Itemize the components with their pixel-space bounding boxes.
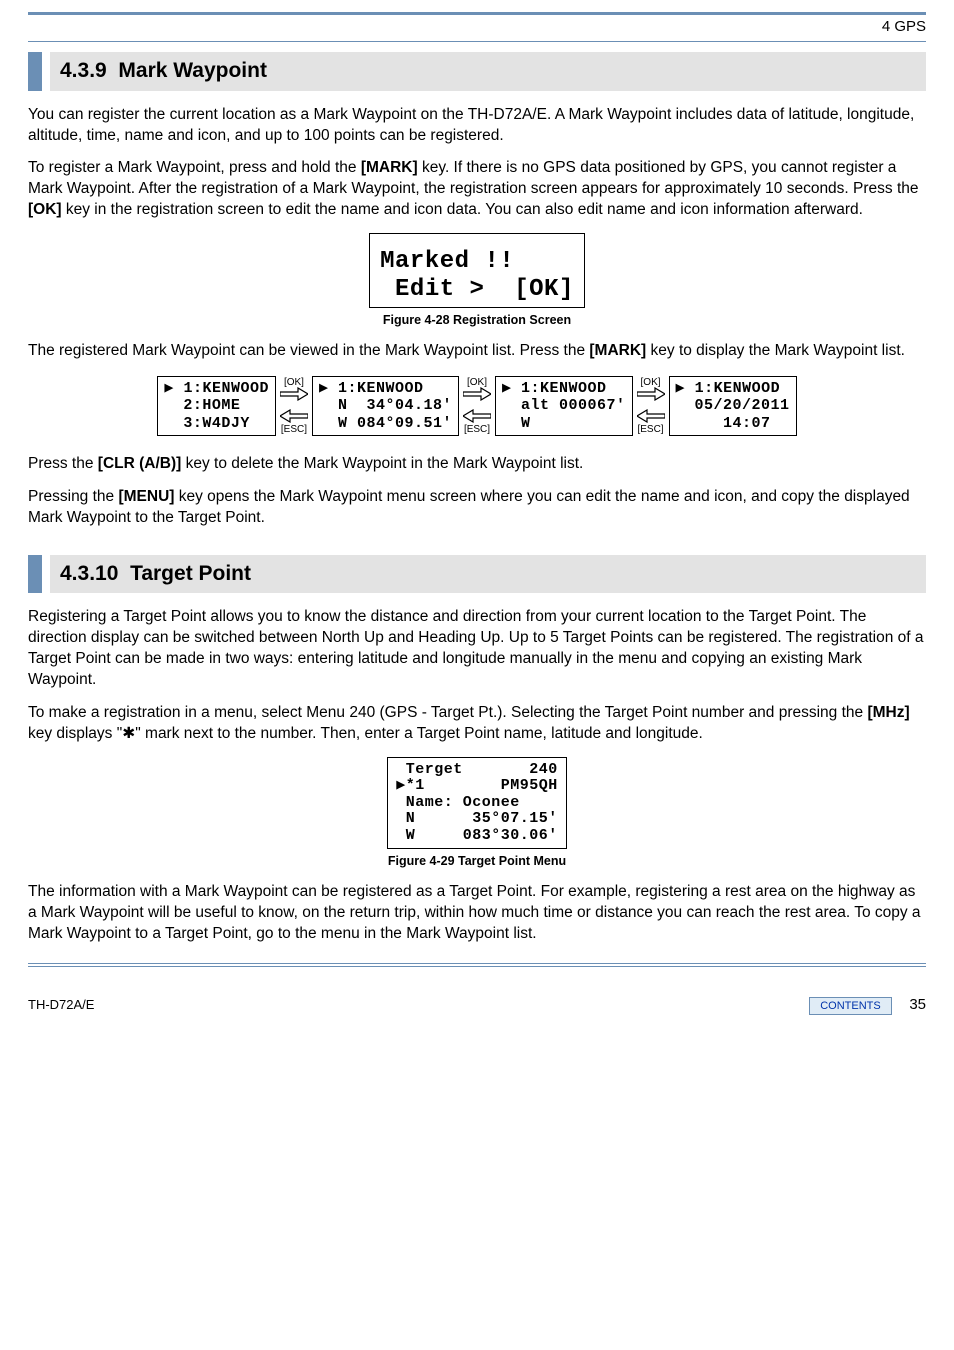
lcd-list-1: ▶ 1:KENWOOD 2:HOME 3:W4DJY xyxy=(157,376,276,436)
s1-para4: Press the [CLR (A/B)] key to delete the … xyxy=(28,454,926,475)
text: key to delete the Mark Waypoint in the M… xyxy=(181,455,583,472)
text: key in the registration screen to edit t… xyxy=(62,201,863,218)
s2-para2: To make a registration in a menu, select… xyxy=(28,703,926,745)
page-number: 35 xyxy=(909,996,926,1013)
text: To register a Mark Waypoint, press and h… xyxy=(28,159,361,176)
text: Pressing the xyxy=(28,488,118,505)
waypoint-nav-row: ▶ 1:KENWOOD 2:HOME 3:W4DJY [OK] [ESC] ▶ … xyxy=(28,376,926,436)
arrow-right-icon xyxy=(463,387,491,403)
lcd-list-2: ▶ 1:KENWOOD N 34°04.18' W 084°09.51' xyxy=(312,376,459,436)
s2-para1: Registering a Target Point allows you to… xyxy=(28,607,926,691)
arrow-left-icon xyxy=(637,409,665,425)
lcd-line: ▶ 1:KENWOOD xyxy=(319,380,424,397)
footer-rule-1 xyxy=(28,963,926,964)
section-number: 4.3.10 xyxy=(60,562,118,585)
page-header-right: 4 GPS xyxy=(28,17,926,37)
lcd-line: alt 000067' xyxy=(502,397,626,414)
lcd-registration: Marked !! Edit > [OK] xyxy=(369,233,585,308)
ok-label: [OK] xyxy=(284,378,304,387)
section-number: 4.3.9 xyxy=(60,59,107,82)
lcd-line: ▶*1 PM95QH xyxy=(396,777,558,794)
lcd-line: Edit > [OK] xyxy=(380,276,574,303)
lcd-list-4: ▶ 1:KENWOOD 05/20/2011 14:07 xyxy=(669,376,797,436)
text: The registered Mark Waypoint can be view… xyxy=(28,342,589,359)
lcd-line: Terget 240 xyxy=(396,761,558,778)
lcd-line: ▶ 1:KENWOOD xyxy=(502,380,607,397)
section-name: Target Point xyxy=(130,562,251,585)
lcd-line: W 084°09.51' xyxy=(319,415,452,432)
esc-label: [ESC] xyxy=(281,425,307,434)
esc-label: [ESC] xyxy=(637,425,663,434)
lcd-target-menu: Terget 240 ▶*1 PM95QH Name: Oconee N 35°… xyxy=(387,757,567,850)
arrow-right-icon xyxy=(280,387,308,403)
top-thick-rule xyxy=(28,12,926,15)
nav-arrows-2: [OK] [ESC] xyxy=(463,378,491,434)
s1-para1: You can register the current location as… xyxy=(28,105,926,147)
fig-caption-29: Figure 4-29 Target Point Menu xyxy=(388,853,566,870)
esc-label: [ESC] xyxy=(464,425,490,434)
s1-para3: The registered Mark Waypoint can be view… xyxy=(28,341,926,362)
lcd-line: W xyxy=(502,415,531,432)
ok-label: [OK] xyxy=(641,378,661,387)
text: Press the xyxy=(28,455,98,472)
s1-para5: Pressing the [MENU] key opens the Mark W… xyxy=(28,487,926,529)
lcd-line: Name: Oconee xyxy=(396,794,520,811)
lcd-line: N 35°07.15' xyxy=(396,810,558,827)
lcd-line: 3:W4DJY xyxy=(164,415,250,432)
text: key to display the Mark Waypoint list. xyxy=(646,342,905,359)
lcd-line: Marked !! xyxy=(380,248,514,275)
s1-para2: To register a Mark Waypoint, press and h… xyxy=(28,158,926,221)
lcd-line: 2:HOME xyxy=(164,397,240,414)
footer-model: TH-D72A/E xyxy=(28,996,94,1014)
section-title: 4.3.10 Target Point xyxy=(50,555,926,593)
contents-link[interactable]: CONTENTS xyxy=(809,997,892,1015)
lcd-line: W 083°30.06' xyxy=(396,827,558,844)
figure-4-29: Terget 240 ▶*1 PM95QH Name: Oconee N 35°… xyxy=(28,757,926,870)
arrow-left-icon xyxy=(280,409,308,425)
lcd-line: N 34°04.18' xyxy=(319,397,452,414)
ok-label: [OK] xyxy=(467,378,487,387)
lcd-line: 14:07 xyxy=(676,415,771,432)
s2-para3: The information with a Mark Waypoint can… xyxy=(28,882,926,945)
section-name: Mark Waypoint xyxy=(118,59,267,82)
key-clr: [CLR (A/B)] xyxy=(98,455,182,472)
footer-rule-2 xyxy=(28,966,926,967)
arrow-right-icon xyxy=(637,387,665,403)
arrow-left-icon xyxy=(463,409,491,425)
page-footer: TH-D72A/E CONTENTS 35 xyxy=(28,995,926,1015)
fig-caption-28: Figure 4-28 Registration Screen xyxy=(383,312,571,329)
section-accent xyxy=(28,555,42,593)
lcd-line: 05/20/2011 xyxy=(676,397,790,414)
lcd-line: ▶ 1:KENWOOD xyxy=(164,380,269,397)
section-accent xyxy=(28,52,42,90)
key-ok: [OK] xyxy=(28,201,62,218)
key-mark: [MARK] xyxy=(361,159,418,176)
key-mhz: [MHz] xyxy=(867,704,909,721)
key-menu: [MENU] xyxy=(118,488,174,505)
section-title: 4.3.9 Mark Waypoint xyxy=(50,52,926,90)
section-heading-target-point: 4.3.10 Target Point xyxy=(28,555,926,593)
nav-arrows-1: [OK] [ESC] xyxy=(280,378,308,434)
lcd-list-3: ▶ 1:KENWOOD alt 000067' W xyxy=(495,376,633,436)
section-heading-mark-waypoint: 4.3.9 Mark Waypoint xyxy=(28,52,926,90)
nav-arrows-3: [OK] [ESC] xyxy=(637,378,665,434)
top-thin-rule xyxy=(28,41,926,42)
text: To make a registration in a menu, select… xyxy=(28,704,867,721)
lcd-line: ▶ 1:KENWOOD xyxy=(676,380,781,397)
figure-4-28: Marked !! Edit > [OK] Figure 4-28 Regist… xyxy=(28,233,926,329)
text: key displays "✱" mark next to the number… xyxy=(28,725,703,742)
key-mark-2: [MARK] xyxy=(589,342,646,359)
